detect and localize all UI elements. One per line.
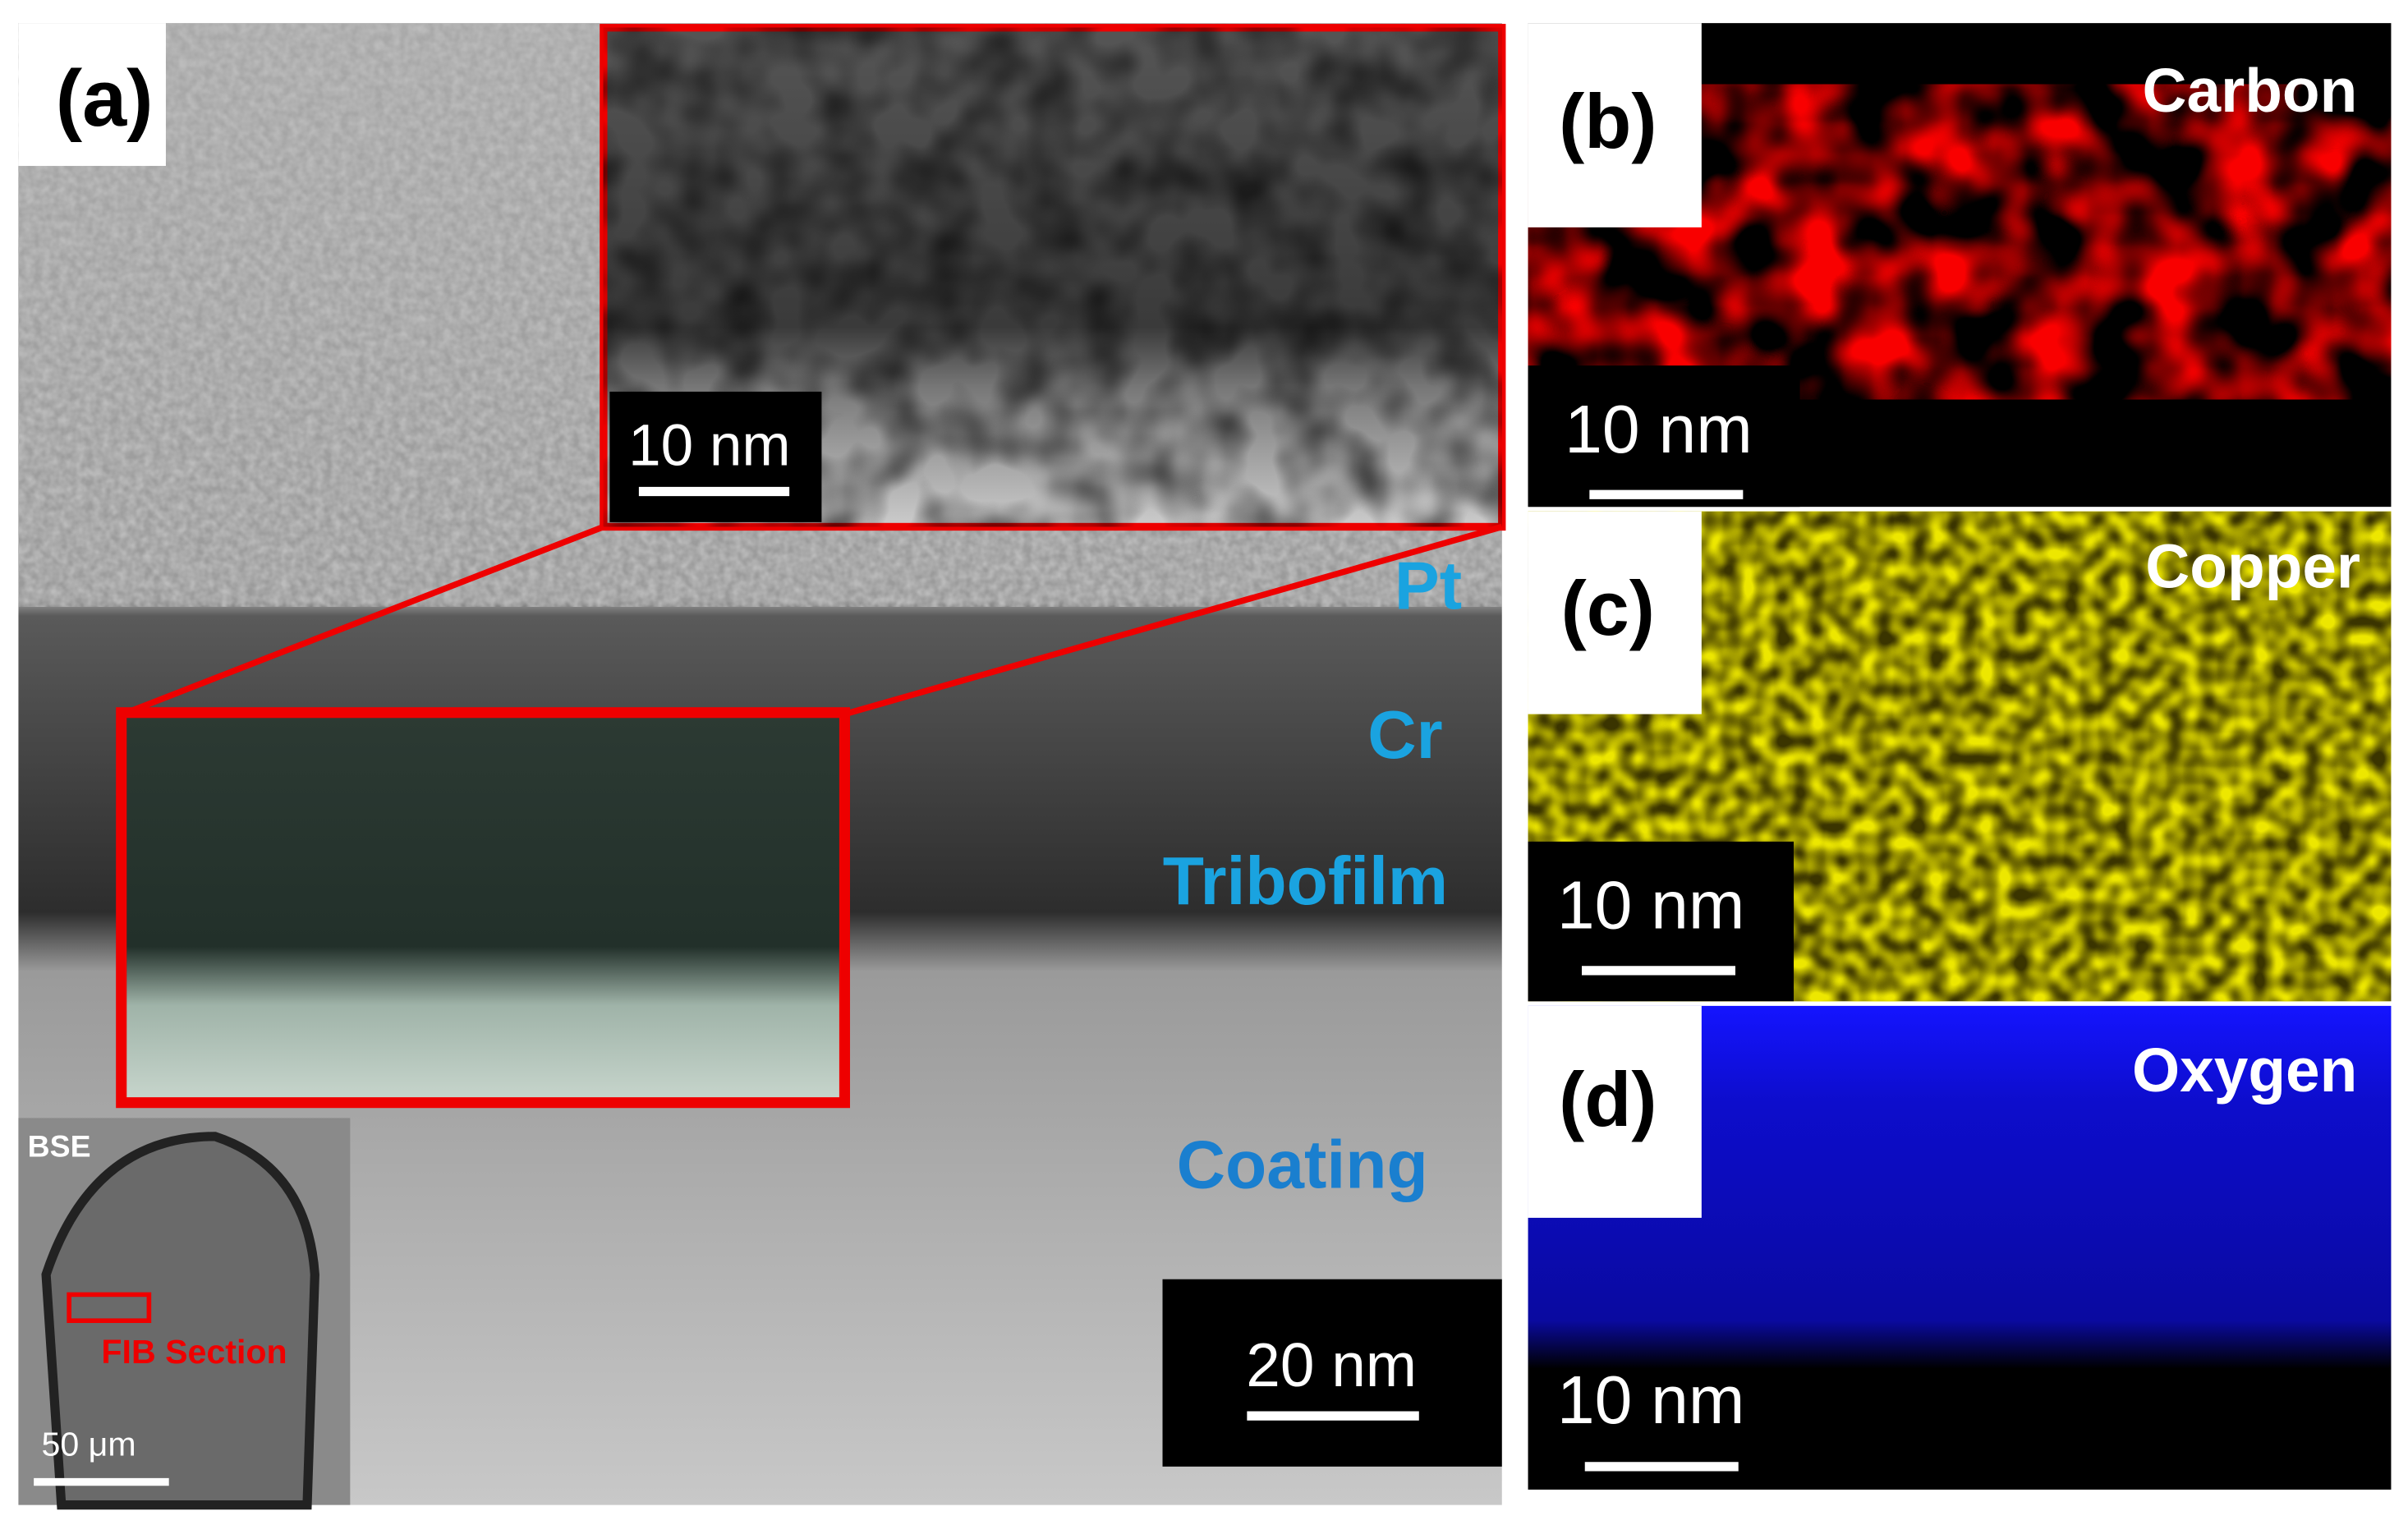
label-box: [18, 23, 166, 167]
layer-label: Pt: [1395, 549, 1462, 624]
layer-label: Tribofilm: [1163, 844, 1448, 919]
wear-track: [41, 1132, 319, 1510]
bse-title: BSE: [28, 1129, 91, 1164]
layer-label: Cr: [1367, 698, 1442, 773]
zoom-region: [116, 707, 850, 1109]
scale-label: 10 nm: [1565, 393, 1753, 467]
fib-marker: [67, 1292, 152, 1324]
panel-label: (b): [1559, 78, 1657, 164]
scale-box: [1528, 365, 1800, 508]
scale-label: 20 nm: [1246, 1330, 1417, 1399]
bse-scale-label: 50 μm: [41, 1425, 136, 1463]
layer-label: Coating: [1177, 1128, 1428, 1203]
scale-label: 10 nm: [1557, 1363, 1745, 1438]
label-box: [1528, 1005, 1702, 1218]
scale-label: 10 nm: [1557, 869, 1745, 944]
element-label: Oxygen: [2132, 1036, 2357, 1105]
element-label: Carbon: [2143, 56, 2358, 125]
inset-scale-label: 10 nm: [628, 414, 790, 479]
scale-box: [609, 391, 822, 522]
panel-label: (a): [56, 53, 154, 143]
label-box: [1528, 511, 1702, 714]
label-box: [1528, 23, 1702, 227]
panel-label: (c): [1561, 565, 1655, 651]
fib-label: FIB Section: [101, 1333, 287, 1371]
element-label: Copper: [2145, 531, 2360, 600]
zoom-line: [122, 523, 605, 718]
panel-label: (d): [1559, 1056, 1657, 1142]
scale-box: [1162, 1279, 1502, 1467]
zoom-line: [843, 523, 1503, 718]
